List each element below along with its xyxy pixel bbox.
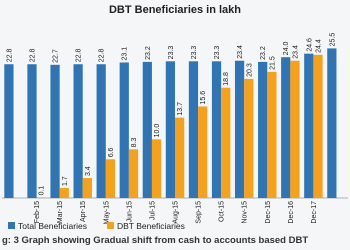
bar [119,62,129,199]
bar [175,117,185,198]
value-label: 24.4 [316,39,323,53]
value-label: 22.8 [76,49,83,63]
bar [221,87,231,198]
value-label: 13.7 [177,102,184,116]
value-label: 23.3 [214,46,221,60]
legend-label: DBT Beneficiaries [117,221,185,231]
bar [198,106,208,198]
legend-label: Total Beneficiaries [18,221,87,231]
value-label: 21.5 [269,56,276,70]
bar [327,48,337,199]
value-label: 23.1 [122,47,129,61]
bar [27,64,37,199]
x-tick-label: Nov-15 [242,201,249,224]
x-tick-label: Sep-15 [196,201,203,224]
x-tick-label: Dec-17 [311,201,318,224]
value-label: 23.4 [237,45,244,59]
bar [50,64,60,199]
x-tick-label: Dec-16 [288,201,295,224]
x-tick-label: Mar-15 [57,201,64,223]
bar [267,71,277,198]
bar [142,61,152,198]
x-tick-label: May-15 [103,201,110,224]
value-label: 3.4 [85,166,92,176]
value-label: 25.5 [329,33,336,47]
bar [211,61,222,198]
x-tick-label: Apr-15 [80,201,87,222]
legend-swatch [8,222,15,229]
value-label: 24.0 [283,41,290,55]
bar [128,149,139,198]
bar [165,61,175,198]
value-label: 10.0 [154,124,161,138]
bar [96,64,106,199]
x-tick-label: Oct-15 [219,201,226,222]
bar [151,139,162,198]
x-tick-label: Dec-15 [265,201,272,224]
bar [258,61,268,198]
bar [304,53,314,199]
bar [234,60,245,198]
value-label: 18.8 [223,72,230,86]
bar [4,64,14,199]
bar [244,78,254,198]
chart-title: DBT Beneficiaries in lakh [109,4,241,16]
value-label: 20.3 [246,63,253,77]
x-tick-label: Jul-15 [149,201,156,220]
value-label: 22.8 [29,49,36,63]
bar [73,64,83,199]
value-label: 23.3 [168,46,175,60]
value-label: 22.7 [53,49,60,63]
value-label: 1.7 [62,176,69,186]
bar [188,61,199,198]
value-label: 8.3 [131,137,138,147]
bar [59,188,69,198]
bar [105,159,116,198]
x-tick-label: Feb-15 [34,201,41,223]
value-label: 22.8 [99,49,106,63]
value-label: 24.6 [306,38,313,52]
bar [290,60,300,198]
value-label: 6.6 [108,147,115,157]
value-label: 0.1 [39,186,46,196]
legend-swatch [106,222,114,229]
value-label: 23.4 [292,45,299,59]
value-label: 23.2 [145,46,152,60]
x-tick-label: Aug-15 [173,201,180,224]
bar [281,57,291,199]
bar [313,54,323,198]
bar [36,197,46,198]
value-label: 23.2 [260,46,267,60]
value-label: 23.3 [191,46,198,60]
x-tick-label: Jun-15 [126,201,133,223]
value-label: 22.8 [6,49,13,63]
bar [82,178,92,198]
value-label: 15.6 [200,91,207,105]
caption: g: 3 Graph showing Gradual shift from ca… [2,235,308,246]
